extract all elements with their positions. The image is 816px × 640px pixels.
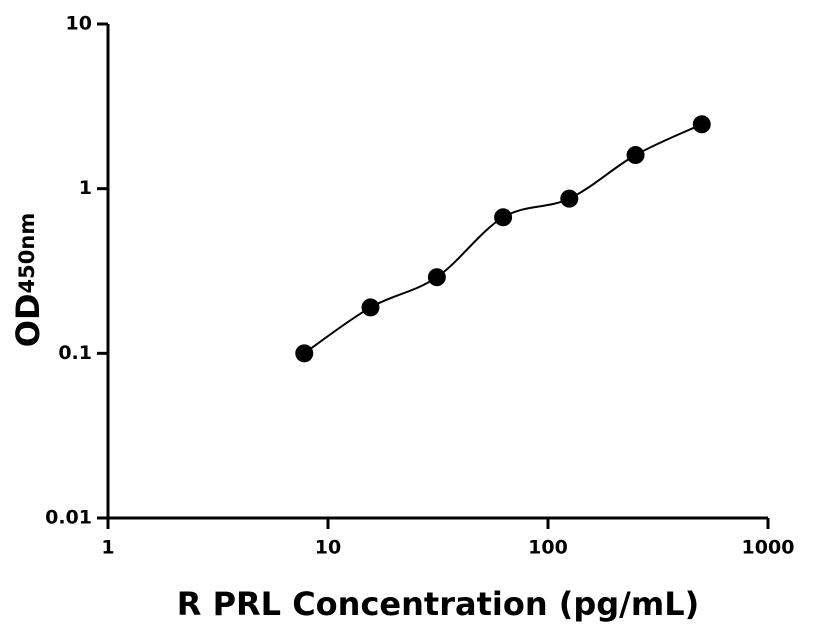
y-axis-title: OD450nm (9, 213, 47, 347)
y-tick-label: 10 (66, 13, 92, 35)
x-tick-label: 100 (528, 537, 568, 559)
y-tick-label: 1 (79, 177, 92, 199)
data-point (295, 344, 314, 363)
data-point (692, 115, 711, 134)
data-point (560, 189, 579, 208)
x-tick-label: 1 (101, 537, 114, 559)
data-point (494, 208, 513, 227)
y-axis-title-sub: 450nm (15, 213, 39, 294)
data-point (361, 298, 380, 317)
y-tick-label: 0.1 (58, 342, 92, 364)
x-tick-label: 10 (315, 537, 341, 559)
y-axis-title-main: OD (9, 293, 47, 347)
x-tick-label: 1000 (742, 537, 795, 559)
data-point (626, 146, 645, 165)
y-tick-label: 0.01 (45, 507, 92, 529)
data-point (427, 268, 446, 287)
x-axis-title: R PRL Concentration (pg/mL) (177, 585, 699, 623)
